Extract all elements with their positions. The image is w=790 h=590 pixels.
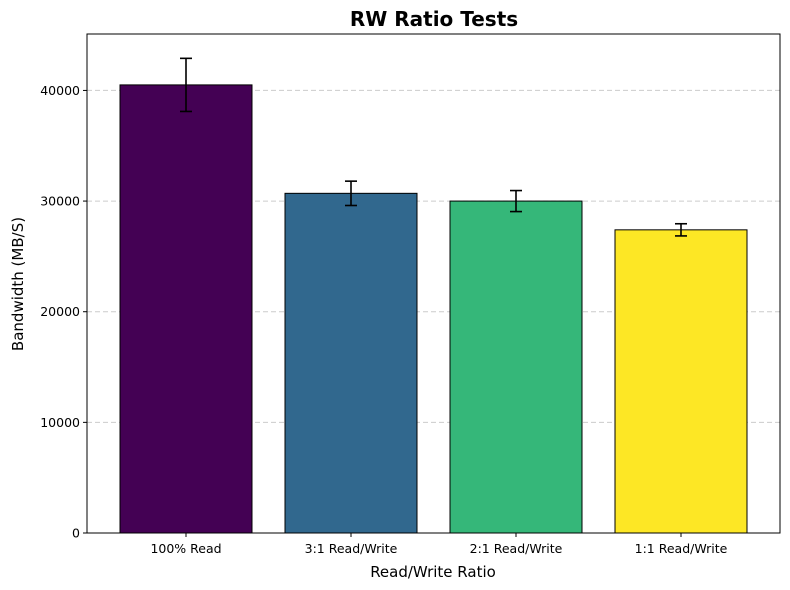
- bar: [284, 192, 418, 534]
- bar: [614, 229, 748, 534]
- y-tick-label: 0: [72, 526, 80, 541]
- y-tick-label: 30000: [40, 194, 80, 209]
- x-tick-label: 2:1 Read/Write: [470, 541, 563, 556]
- y-axis-label: Bandwidth (MB/S): [9, 217, 27, 351]
- y-tick-label: 40000: [40, 83, 80, 98]
- x-tick-label: 1:1 Read/Write: [635, 541, 728, 556]
- x-tick-label: 100% Read: [150, 541, 221, 556]
- error-bars: [180, 57, 687, 237]
- bar: [449, 200, 583, 534]
- x-tick-label: 3:1 Read/Write: [305, 541, 398, 556]
- x-axis-ticks: 100% Read 3:1 Read/Write 2:1 Read/Write 1:1…: [150, 533, 728, 556]
- plot-frame: [86, 33, 781, 534]
- bars: [119, 84, 748, 534]
- chart-title: RW Ratio Tests: [350, 7, 518, 31]
- bar: [119, 84, 253, 534]
- y-axis-ticks: 0 10000 20000 30000 40000: [40, 83, 87, 541]
- y-tick-label: 10000: [40, 415, 80, 430]
- x-axis-label: Read/Write Ratio: [370, 563, 496, 581]
- y-tick-label: 20000: [40, 304, 80, 319]
